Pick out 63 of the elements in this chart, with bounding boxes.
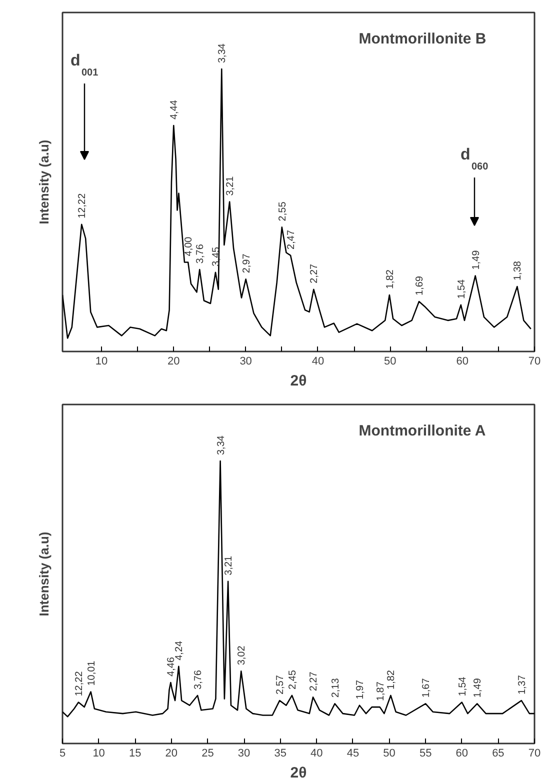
x-tick-label: 40: [312, 356, 324, 368]
annotation: 3,02: [236, 645, 248, 666]
x-tick-label: 50: [383, 748, 396, 760]
annotation: 2,13: [330, 678, 342, 698]
annotation: 2,47: [286, 230, 298, 250]
annotation: 3,76: [195, 244, 206, 264]
annotation: d001: [70, 52, 99, 78]
annotation: 3,21: [224, 555, 235, 576]
annotation: 1,69: [414, 276, 426, 296]
chart-title: Montmorillonite A: [358, 422, 486, 440]
x-tick-label: 15: [129, 748, 142, 760]
x-tick-label: 20: [165, 748, 178, 760]
annotation: 3,76: [193, 670, 204, 690]
x-tick-label: 45: [346, 748, 360, 760]
annotation: 3,34: [216, 435, 227, 455]
x-tick-label: 50: [384, 356, 396, 368]
annotation: 1,67: [421, 678, 432, 698]
annotation: 3,45: [211, 246, 222, 266]
annotation: 3,21: [225, 176, 236, 196]
annotation: 1,54: [456, 278, 468, 299]
annotation: 12,22: [74, 670, 85, 696]
annotation: 4,00: [184, 236, 195, 256]
annotation: 2,27: [308, 671, 320, 692]
chart-title: Montmorillonite B: [358, 30, 486, 48]
annotation: 1,38: [512, 260, 524, 281]
x-tick-label: 5: [59, 748, 66, 760]
x-tick-label: 70: [528, 748, 541, 760]
x-axis-title: 2θ: [290, 372, 307, 390]
y-axis-title: Intensity (a.u): [36, 532, 52, 616]
x-tick-label: 30: [238, 748, 250, 760]
x-tick-label: 25: [202, 748, 214, 760]
annotation: 1,87: [375, 681, 386, 702]
x-tick-label: 40: [310, 748, 323, 760]
y-axis-title: Intensity (a.u): [36, 140, 52, 224]
x-tick-label: 10: [92, 748, 105, 760]
annotation: 1,97: [354, 679, 366, 700]
annotation: 2,27: [309, 263, 320, 284]
x-tick-label: 20: [168, 356, 180, 368]
annotation: 1,49: [470, 250, 482, 270]
annotation: d060: [460, 146, 489, 172]
x-tick-label: 60: [456, 748, 468, 760]
annotation: 2,57: [275, 674, 286, 695]
annotation: 2,97: [241, 253, 252, 274]
annotation: 10,01: [86, 660, 98, 686]
x-tick-label: 35: [274, 748, 286, 760]
x-tick-label: 65: [492, 748, 504, 760]
annotation: 1,82: [386, 670, 398, 690]
x-tick-label: 10: [95, 356, 108, 368]
x-tick-label: 60: [456, 356, 468, 368]
x-tick-label: 70: [528, 356, 541, 368]
annotation: 1,82: [384, 269, 396, 289]
annotation: 4,24: [174, 640, 186, 660]
annotation: 1,37: [516, 674, 528, 695]
x-tick-label: 55: [419, 748, 432, 760]
annotation: 3,34: [217, 43, 228, 63]
annotation: 4,44: [169, 100, 180, 120]
annotation: 12,22: [77, 192, 88, 218]
x-tick-label: 30: [240, 356, 252, 368]
annotation: 1,54: [457, 676, 468, 696]
annotation: 2,45: [287, 670, 298, 690]
annotation: 1,49: [472, 678, 484, 698]
x-axis-title: 2θ: [290, 764, 307, 782]
annotation: 2,55: [277, 201, 288, 222]
